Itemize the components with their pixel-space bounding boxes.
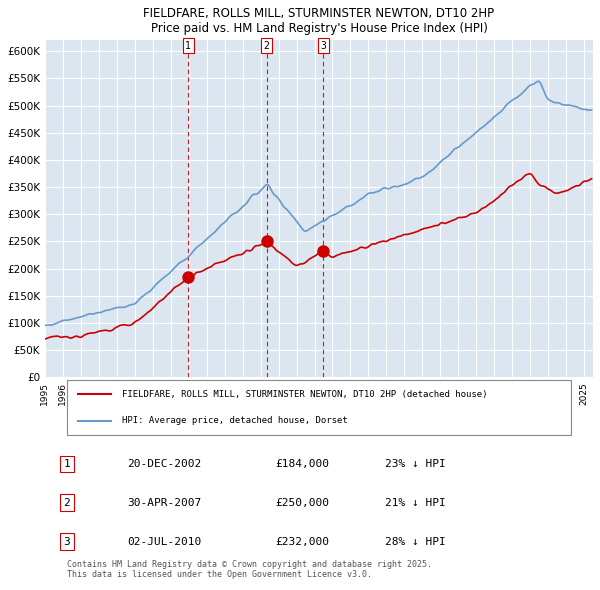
Text: 1: 1 [64,459,70,469]
Text: £250,000: £250,000 [275,498,329,508]
Text: 3: 3 [64,537,70,547]
Text: FIELDFARE, ROLLS MILL, STURMINSTER NEWTON, DT10 2HP (detached house): FIELDFARE, ROLLS MILL, STURMINSTER NEWTO… [122,390,487,399]
Text: 02-JUL-2010: 02-JUL-2010 [127,537,202,547]
Text: 20-DEC-2002: 20-DEC-2002 [127,459,202,469]
Text: Contains HM Land Registry data © Crown copyright and database right 2025.
This d: Contains HM Land Registry data © Crown c… [67,560,432,579]
Text: 1: 1 [185,41,191,51]
Text: 30-APR-2007: 30-APR-2007 [127,498,202,508]
Text: 28% ↓ HPI: 28% ↓ HPI [385,537,446,547]
Text: £232,000: £232,000 [275,537,329,547]
Text: 21% ↓ HPI: 21% ↓ HPI [385,498,446,508]
Text: 3: 3 [320,41,326,51]
Title: FIELDFARE, ROLLS MILL, STURMINSTER NEWTON, DT10 2HP
Price paid vs. HM Land Regis: FIELDFARE, ROLLS MILL, STURMINSTER NEWTO… [143,7,494,35]
FancyBboxPatch shape [67,381,571,435]
Text: 23% ↓ HPI: 23% ↓ HPI [385,459,446,469]
Text: HPI: Average price, detached house, Dorset: HPI: Average price, detached house, Dors… [122,417,347,425]
Bar [188,40,323,377]
Text: 2: 2 [263,41,269,51]
Text: £184,000: £184,000 [275,459,329,469]
Text: 2: 2 [64,498,70,508]
